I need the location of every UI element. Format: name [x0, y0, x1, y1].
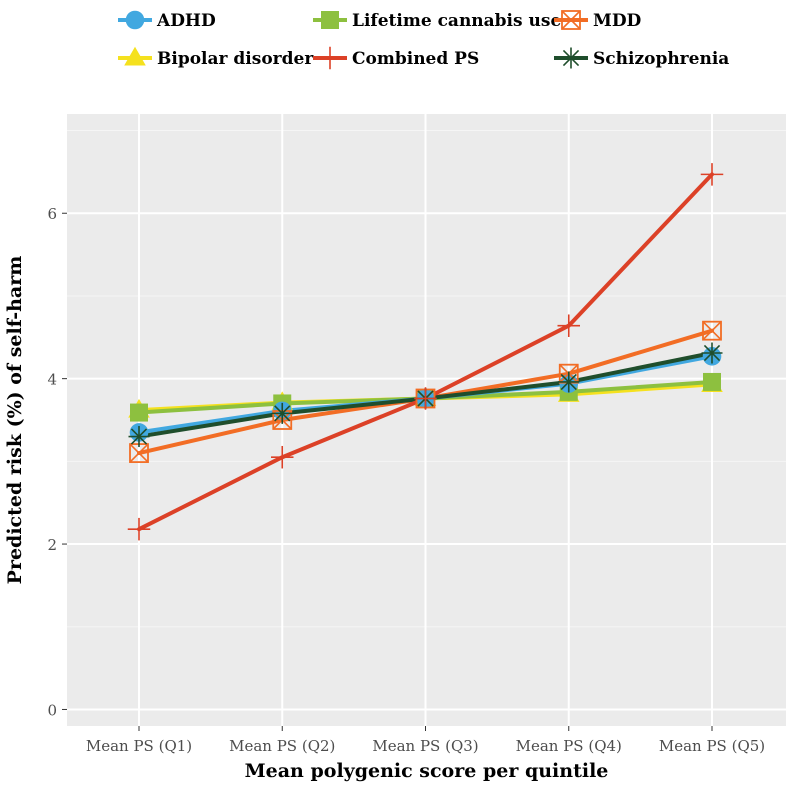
legend-item: Schizophrenia	[554, 47, 729, 69]
legend-label: Combined PS	[352, 49, 479, 69]
legend-item: Combined PS	[313, 46, 479, 70]
x-tick-label: Mean PS (Q4)	[516, 737, 622, 755]
x-axis: Mean PS (Q1) Mean PS (Q2) Mean PS (Q3) Mean…	[86, 726, 765, 755]
legend-key-marker	[560, 47, 582, 69]
legend-key-marker	[318, 46, 342, 70]
data-point	[271, 402, 293, 424]
data-point	[702, 320, 722, 341]
data-point	[271, 445, 294, 469]
data-point	[703, 372, 721, 391]
data-point	[130, 403, 148, 422]
data-point	[558, 371, 580, 393]
data-point	[701, 342, 723, 364]
legend-key-marker	[561, 10, 581, 30]
x-tick-label: Mean PS (Q3)	[372, 737, 478, 755]
legend-item: Lifetime cannabis use	[313, 11, 561, 31]
x-tick-label: Mean PS (Q2)	[229, 737, 335, 755]
series-layer	[127, 163, 724, 541]
legend-key-marker	[124, 46, 146, 66]
legend-label: Lifetime cannabis use	[352, 11, 561, 31]
data-point	[127, 517, 151, 541]
y-tick-label: 4	[47, 371, 57, 389]
legend-label: Schizophrenia	[593, 49, 729, 69]
y-axis: 0 2 4 6	[47, 205, 67, 719]
y-tick-label: 6	[47, 205, 57, 223]
data-point	[128, 426, 150, 448]
legend-item: MDD	[554, 10, 642, 31]
legend-key-marker	[321, 11, 339, 29]
x-tick-label: Mean PS (Q1)	[86, 737, 192, 755]
legend-item: Bipolar disorder	[118, 46, 314, 69]
data-point	[700, 163, 724, 186]
legend-label: MDD	[593, 11, 642, 31]
legend-label: Bipolar disorder	[157, 49, 314, 69]
legend-item: ADHD	[118, 10, 216, 31]
legend-label: ADHD	[156, 11, 216, 31]
data-point	[557, 314, 580, 337]
y-tick-label: 2	[47, 536, 57, 554]
x-tick-label: Mean PS (Q5)	[659, 737, 765, 755]
y-axis-title: Predicted risk (%) of self-harm	[4, 256, 26, 585]
legend-key-marker	[125, 10, 145, 30]
series-markers	[127, 163, 724, 541]
series-markers	[128, 342, 723, 448]
data-point	[414, 387, 437, 410]
legend: ADHD Lifetime cannabis use MDD Bipolar diso…	[118, 10, 729, 70]
x-axis-title: Mean polygenic score per quintile	[245, 760, 609, 782]
y-tick-label: 0	[47, 701, 57, 719]
